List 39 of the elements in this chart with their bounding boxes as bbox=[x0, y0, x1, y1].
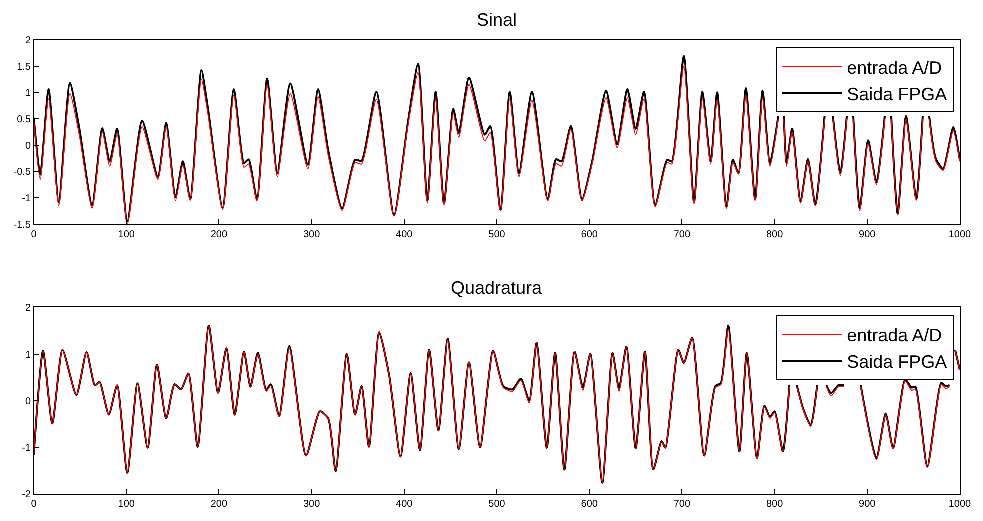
y-tick-label: -2 bbox=[22, 490, 32, 501]
y-tick-label: -0.5 bbox=[14, 167, 32, 178]
legend-label: Saida FPGA bbox=[847, 84, 948, 104]
x-tick-label: 700 bbox=[674, 499, 691, 510]
x-tick-label: 700 bbox=[674, 229, 691, 240]
y-tick-label: 0 bbox=[25, 396, 32, 408]
x-tick-label: 500 bbox=[488, 499, 506, 510]
chart-title: Quadratura bbox=[451, 278, 544, 298]
x-tick-label: 200 bbox=[210, 229, 228, 240]
x-tick-label: 600 bbox=[581, 499, 598, 510]
x-tick-label: 300 bbox=[303, 229, 321, 240]
x-tick-label: 200 bbox=[210, 499, 228, 510]
x-tick-label: 800 bbox=[766, 499, 784, 510]
x-tick-label: 800 bbox=[766, 229, 784, 240]
x-tick-label: 1000 bbox=[948, 229, 972, 240]
legend-label: entrada A/D bbox=[847, 58, 942, 78]
x-tick-label: 500 bbox=[488, 229, 506, 240]
y-tick-label: 1.5 bbox=[17, 62, 32, 73]
y-tick-label: 1 bbox=[25, 350, 32, 361]
x-tick-label: 600 bbox=[581, 229, 598, 240]
y-tick-label: -1.5 bbox=[14, 220, 32, 231]
legend-label: Saida FPGA bbox=[847, 352, 948, 372]
y-tick-label: 0.5 bbox=[17, 114, 32, 126]
x-tick-label: 100 bbox=[118, 499, 136, 510]
legend-label: entrada A/D bbox=[847, 326, 942, 346]
x-tick-label: 100 bbox=[118, 229, 136, 240]
y-tick-label: 2 bbox=[25, 303, 32, 314]
x-tick-label: 1000 bbox=[948, 499, 972, 510]
x-tick-label: 400 bbox=[396, 229, 414, 240]
y-tick-label: 1 bbox=[25, 88, 32, 100]
x-tick-label: 900 bbox=[859, 229, 876, 240]
y-tick-label: 2 bbox=[25, 36, 32, 46]
x-tick-label: 900 bbox=[859, 499, 876, 510]
y-tick-label: 0 bbox=[25, 140, 32, 152]
x-tick-label: 400 bbox=[396, 499, 414, 510]
y-tick-label: -1 bbox=[22, 194, 32, 205]
x-tick-label: 300 bbox=[303, 499, 321, 510]
y-tick-label: -1 bbox=[22, 442, 32, 454]
chart-title: Sinal bbox=[477, 10, 518, 30]
